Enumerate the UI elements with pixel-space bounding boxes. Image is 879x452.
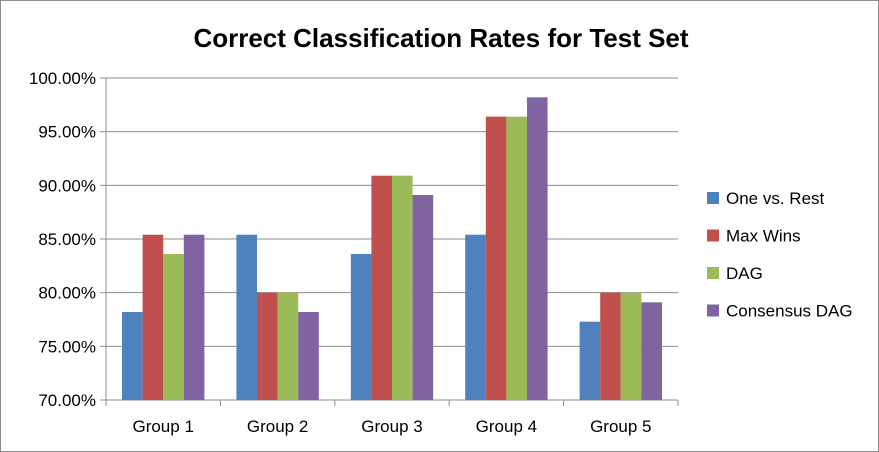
legend-swatch — [707, 229, 719, 242]
x-tick-label: Group 1 — [132, 417, 193, 436]
bar — [465, 234, 486, 400]
bar — [183, 234, 205, 400]
y-tick-label: 75.00% — [38, 337, 96, 356]
bar — [527, 97, 548, 400]
y-tick-label: 80.00% — [38, 284, 96, 303]
y-tick-label: 90.00% — [38, 176, 96, 195]
legend-label: DAG — [726, 264, 763, 283]
bar — [142, 234, 164, 400]
y-tick-label: 100.00% — [29, 69, 96, 88]
bar — [257, 292, 278, 400]
legend-swatch — [707, 304, 719, 317]
bar — [371, 175, 392, 400]
chart-title: Correct Classification Rates for Test Se… — [193, 23, 688, 53]
bar — [620, 292, 642, 400]
y-tick-label: 85.00% — [38, 230, 96, 249]
bar — [277, 292, 299, 400]
legend-swatch — [707, 267, 719, 279]
bar — [236, 234, 257, 400]
y-tick-label: 70.00% — [38, 391, 96, 410]
bar — [392, 175, 413, 400]
bar — [412, 194, 434, 400]
legend-label: Consensus DAG — [726, 302, 853, 321]
bar — [600, 292, 621, 400]
x-tick-label: Group 5 — [590, 417, 651, 436]
legend-label: One vs. Rest — [726, 189, 825, 208]
bar — [350, 254, 372, 400]
legend: One vs. Rest Max Wins DAG Consensus DAG — [707, 189, 853, 321]
y-tick-label: 95.00% — [38, 123, 96, 142]
legend-swatch — [707, 192, 719, 204]
bar — [641, 302, 662, 400]
bar — [298, 311, 319, 400]
bar — [579, 321, 601, 400]
bars — [122, 97, 662, 400]
axes: 70.00% 75.00% 80.00% 85.00% 90.00% 95.00% 100.… — [29, 69, 679, 436]
bar — [506, 116, 527, 400]
bar — [163, 254, 184, 400]
legend-label: Max Wins — [726, 227, 801, 246]
bar — [485, 116, 507, 400]
bar — [122, 311, 143, 400]
x-tick-label: Group 3 — [361, 417, 422, 436]
x-tick-label: Group 2 — [247, 417, 308, 436]
x-tick-label: Group 4 — [476, 417, 537, 436]
